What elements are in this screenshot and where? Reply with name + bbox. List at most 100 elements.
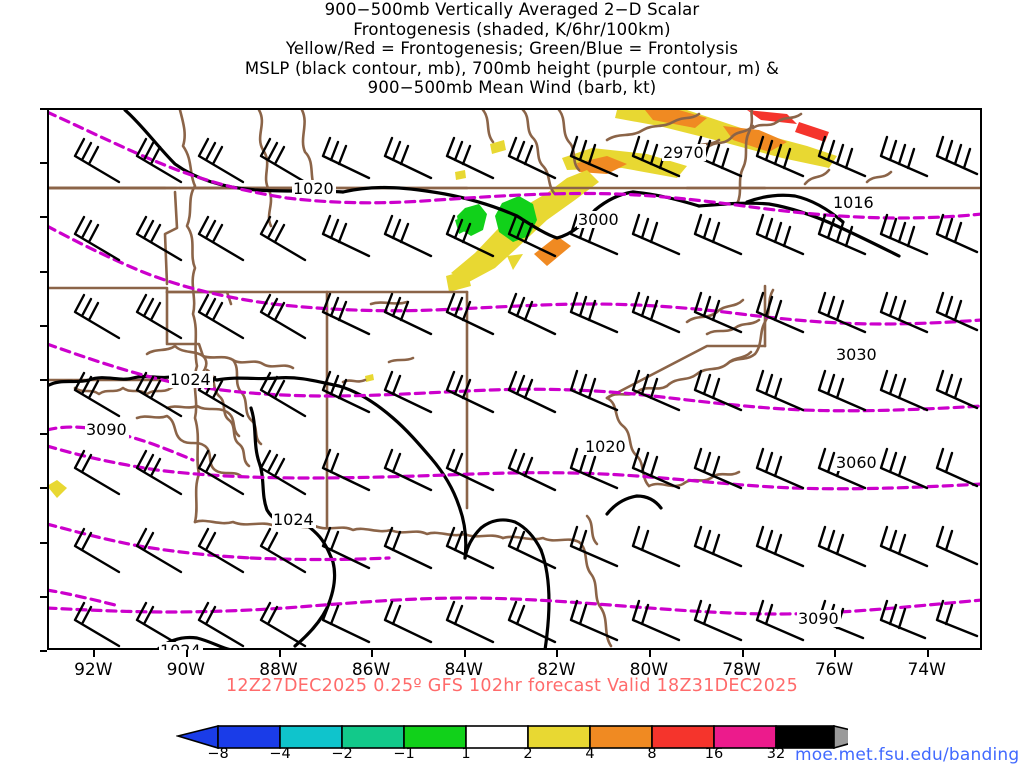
colorbar-tick-label: 16 [704, 746, 724, 762]
wind-barb [135, 293, 183, 340]
wind-barb [383, 292, 433, 336]
x-axis-label: 88W [259, 660, 298, 680]
chart-title-block: 900−500mb Vertically Averaged 2−D Scalar… [0, 0, 1024, 98]
wind-barb [507, 292, 557, 336]
x-axis-label: 82W [537, 660, 576, 680]
wind-barb [135, 371, 183, 418]
wind-barb [817, 291, 867, 334]
wind-barb [879, 135, 929, 178]
wind-barb [73, 371, 121, 418]
wind-barb [383, 370, 433, 414]
wind-barb [259, 527, 307, 574]
wind-barb [631, 447, 681, 490]
title-line-4: MSLP (black contour, mb), 700mb height (… [244, 58, 780, 78]
source-watermark-link[interactable]: moe.met.fsu.edu/banding [795, 745, 1020, 765]
wind-barb [935, 135, 979, 176]
wind-barb [935, 369, 979, 410]
wind-barb [755, 525, 805, 568]
colorbar-tick-label: −2 [331, 746, 353, 762]
wind-barb [755, 135, 805, 178]
x-axis-label: 76W [814, 660, 854, 680]
wind-barb [755, 369, 805, 412]
wind-barb [73, 137, 121, 184]
wind-barb [197, 215, 245, 262]
wind-barb [383, 448, 433, 492]
colorbar-tick-label: −1 [393, 746, 415, 762]
x-axis-label: 80W [629, 660, 669, 680]
wind-barb [817, 599, 865, 640]
title-line-3: Yellow/Red = Frontogenesis; Green/Blue =… [285, 39, 739, 58]
wind-barb [445, 136, 495, 180]
wind-barb [693, 525, 743, 568]
wind-barb [73, 601, 121, 648]
wind-barb [383, 526, 433, 570]
wind-barb [197, 527, 245, 574]
wind-barb [631, 525, 681, 568]
wind-barb [383, 136, 433, 180]
map-plot-area: 1020 1016 1024 1020 1024 1024 2970 3000 … [40, 108, 982, 680]
wind-barb [321, 448, 371, 492]
wind-barb [817, 369, 867, 412]
wind-barb [321, 526, 371, 570]
wind-barb [259, 371, 307, 418]
wind-barb [321, 370, 371, 414]
wind-barb [135, 137, 183, 184]
x-axis-label: 86W [351, 660, 391, 680]
wind-barb [569, 213, 619, 256]
wind-barb [879, 369, 929, 412]
wind-barb [135, 527, 183, 574]
wind-barb [817, 213, 867, 256]
wind-barb [321, 600, 371, 644]
wind-barb [507, 448, 557, 492]
colorbar-tick-label: 2 [523, 746, 533, 762]
wind-barb [259, 601, 307, 648]
wind-barb [507, 214, 557, 258]
x-axis-label: 90W [166, 660, 206, 680]
colorbar-swatch-orange [589, 725, 653, 749]
wind-barb [507, 600, 557, 644]
colorbar-swatch-cyan [279, 725, 343, 749]
wind-barb [935, 291, 979, 332]
colorbar-tick-label: −8 [207, 746, 229, 762]
forecast-caption: 12Z27DEC2025 0.25º GFS 102hr forecast Va… [225, 676, 799, 696]
wind-barb [321, 292, 371, 336]
wind-barb [693, 369, 743, 412]
wind-barb [445, 526, 495, 570]
colorbar-swatch-green [403, 725, 467, 749]
wind-barb [445, 292, 495, 336]
wind-barb [817, 135, 867, 178]
x-axis-label: 84W [444, 660, 483, 680]
colorbar-swatch-magenta [713, 725, 777, 749]
wind-barb [259, 293, 307, 340]
wind-barb [73, 449, 121, 496]
wind-barb [445, 600, 495, 644]
colorbar-swatch-red [651, 725, 715, 749]
wind-barb [693, 599, 743, 642]
colorbar-svg [174, 724, 880, 750]
wind-barb [569, 135, 619, 178]
wind-barb [693, 291, 743, 334]
colorbar-swatch-white [465, 725, 529, 749]
colorbar-tick-label: 8 [647, 746, 657, 762]
wind-barb [817, 447, 867, 490]
colorbar-tick-label: 1 [461, 746, 471, 762]
colorbar: −8 −4 −2 −1 1 2 4 8 16 32 [174, 722, 880, 772]
wind-barb [73, 527, 121, 574]
wind-barb [135, 601, 183, 648]
wind-barb [445, 448, 495, 492]
wind-barb [197, 137, 245, 184]
wind-barb [135, 215, 183, 262]
wind-barb [631, 599, 681, 642]
colorbar-swatch-blue [217, 725, 281, 749]
map-canvas [49, 110, 980, 648]
wind-barb [879, 291, 929, 334]
wind-barb [569, 369, 619, 412]
colorbar-tick-label: −4 [269, 746, 291, 762]
title-line-1: 900−500mb Vertically Averaged 2−D Scalar [324, 0, 700, 19]
wind-barb [935, 213, 979, 254]
wind-barb [507, 526, 557, 570]
colorbar-tick-label: 32 [766, 746, 786, 762]
wind-barb [321, 214, 371, 258]
wind-barb [631, 291, 681, 334]
